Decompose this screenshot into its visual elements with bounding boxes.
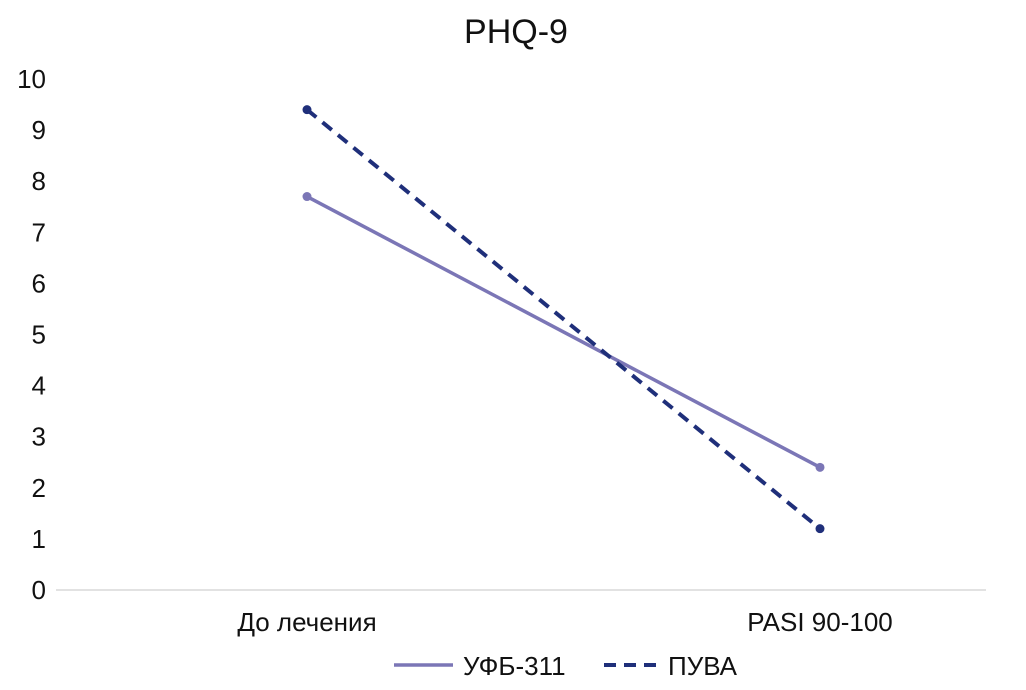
y-tick-label: 5 bbox=[32, 320, 46, 350]
data-point bbox=[302, 105, 312, 115]
series-layer bbox=[302, 105, 825, 534]
y-tick-label: 3 bbox=[32, 422, 46, 452]
x-axis-ticks: До лечения PASI 90-100 bbox=[237, 607, 892, 637]
y-tick-label: 1 bbox=[32, 524, 46, 554]
y-tick-label: 6 bbox=[32, 268, 46, 298]
y-tick-label: 10 bbox=[17, 64, 46, 94]
data-point bbox=[815, 462, 825, 472]
series-line-2 bbox=[305, 108, 822, 531]
x-tick-label: До лечения bbox=[237, 607, 376, 637]
y-tick-label: 9 bbox=[32, 115, 46, 145]
data-point bbox=[302, 192, 312, 202]
series-line-1 bbox=[306, 194, 821, 469]
y-tick-label: 7 bbox=[32, 217, 46, 247]
y-tick-label: 4 bbox=[32, 371, 46, 401]
legend: УФБ-311 ПУВА bbox=[394, 651, 738, 681]
legend-label: ПУВА bbox=[668, 651, 738, 681]
y-tick-label: 8 bbox=[32, 166, 46, 196]
data-point bbox=[815, 524, 825, 534]
y-tick-label: 2 bbox=[32, 473, 46, 503]
y-axis-ticks: 0 1 2 3 4 5 6 7 8 9 10 bbox=[17, 64, 46, 605]
x-tick-label: PASI 90-100 bbox=[747, 607, 893, 637]
legend-label: УФБ-311 bbox=[463, 651, 566, 681]
chart-title: PHQ-9 bbox=[464, 13, 568, 51]
y-tick-label: 0 bbox=[32, 575, 46, 605]
